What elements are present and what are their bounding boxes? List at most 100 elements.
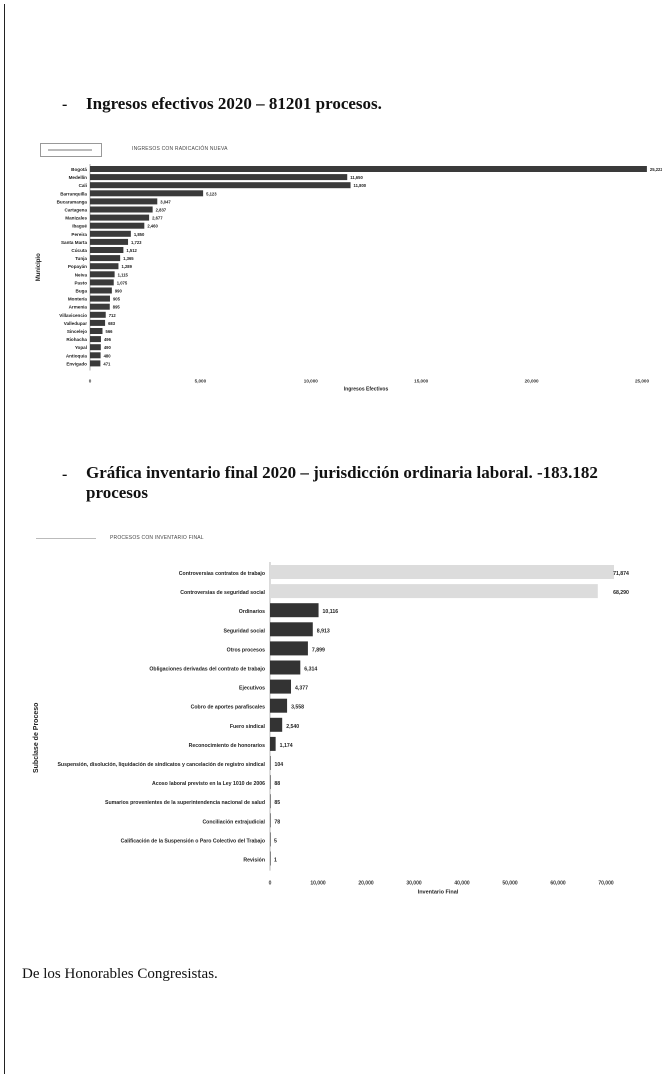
chart1-x-tick-label: 10,000 <box>304 379 318 384</box>
chart2-value-label: 6,314 <box>304 667 317 673</box>
chart2-bar <box>270 717 283 732</box>
chart1-category-label: Popayán <box>68 264 87 269</box>
chart1-value-label: 1,365 <box>123 256 134 261</box>
chart2-value-label: 104 <box>274 762 283 768</box>
chart2-value-label: 85 <box>274 800 280 806</box>
chart1-bar <box>90 271 115 278</box>
chart1-value-label: 1,723 <box>131 240 142 245</box>
chart1-bar <box>90 328 103 334</box>
chart2-bar <box>270 851 271 866</box>
chart1-bar <box>90 360 101 367</box>
heading-inventario-line2: procesos <box>86 483 149 502</box>
chart1-bar <box>90 182 351 189</box>
chart2-x-axis-title: Inventario Final <box>418 890 459 896</box>
chart1-category-label: Cúcuta <box>71 248 87 253</box>
chart1-value-label: 895 <box>113 305 121 310</box>
chart1-bar <box>90 311 106 318</box>
chart1-value-label: 1,512 <box>126 248 137 253</box>
chart1-bar <box>90 336 101 343</box>
chart1-x-tick-label: 15,000 <box>414 379 428 384</box>
chart2-category-label: Conciliación extrajudicial <box>202 819 265 825</box>
chart1-value-label: 480 <box>104 353 112 358</box>
chart1-value-label: 11,800 <box>354 183 367 188</box>
chart1-category-label: Santa Marta <box>61 240 87 245</box>
chart2-x-tick-label: 40,000 <box>454 881 470 887</box>
chart1-value-label: 490 <box>104 345 112 350</box>
chart2-category-label: Ordinarios <box>239 609 265 615</box>
chart1-x-axis-title: Ingresos Efectivos <box>344 387 389 393</box>
chart2-category-label: Controversias contratos de trabajo <box>179 571 265 577</box>
heading2-bullet: - <box>62 466 68 483</box>
chart1-bar <box>90 206 153 213</box>
chart2-value-label: 1,174 <box>280 743 293 749</box>
chart1-category-label: Envigado <box>66 361 87 366</box>
chart2-bar <box>270 756 271 770</box>
chart2-value-label: 1 <box>274 858 277 864</box>
chart1-category-label: Sincelejo <box>67 329 87 334</box>
chart1-category-label: Bucaramanga <box>57 199 88 204</box>
chart1-bar <box>90 344 101 351</box>
heading-ingresos: Ingresos efectivos 2020 – 81201 procesos… <box>86 94 382 113</box>
chart1-bar <box>90 198 158 205</box>
chart1-value-label: 1,115 <box>118 272 129 277</box>
chart1-value-label: 471 <box>103 361 111 366</box>
chart2-bar <box>270 679 292 694</box>
chart2-category-label: Sumarios provenientes de la superintende… <box>105 800 265 806</box>
chart2-category-label: Otros procesos <box>227 647 265 653</box>
heading-bullet: - <box>62 96 68 113</box>
chart1-bar <box>90 279 114 286</box>
chart1-category-label: Armenia <box>69 305 88 310</box>
chart1-legend-label: INGRESOS CON RADICACIÓN NUEVA <box>132 146 228 152</box>
heading-inventario-line1: Gráfica inventario final 2020 – jurisdic… <box>86 463 598 482</box>
chart2-value-label: 68,290 <box>613 590 629 596</box>
chart2-bar <box>270 641 308 656</box>
chart1-legend-box <box>40 143 102 157</box>
chart2-category-label: Cobro de aportes parafiscales <box>191 705 265 711</box>
chart1-value-label: 683 <box>108 321 116 326</box>
chart2-x-tick-label: 70,000 <box>598 881 614 887</box>
chart1-category-label: Buga <box>76 289 88 294</box>
chart2-category-label: Ejecutivos <box>239 686 265 692</box>
chart1-category-label: Bogotá <box>71 167 87 172</box>
chart1-bar <box>90 255 121 262</box>
chart2-value-label: 5 <box>274 838 277 844</box>
chart1-category-label: Villavicencio <box>59 313 87 318</box>
chart2-category-label: Controversias de seguridad social <box>180 590 265 596</box>
chart1-bar <box>90 174 348 181</box>
chart1-bar <box>90 238 129 245</box>
chart1-value-label: 905 <box>113 297 121 302</box>
chart1-bar <box>90 222 145 229</box>
chart2-value-label: 8,913 <box>317 628 330 634</box>
chart2-value-label: 78 <box>274 819 280 825</box>
chart2-category-label: Calificación de la Suspensión o Paro Col… <box>121 838 265 844</box>
chart1-category-label: Medellín <box>69 175 88 180</box>
chart2-category-label: Fuero sindical <box>230 724 266 730</box>
chart1-legend-swatch <box>48 149 92 151</box>
closing-text: De los Honorables Congresistas. <box>22 966 218 982</box>
chart1-category-label: Pereira <box>71 232 87 237</box>
page-frame <box>4 4 659 1074</box>
chart2-category-label: Revisión <box>243 858 265 864</box>
chart1-value-label: 1,850 <box>134 232 145 237</box>
chart1-value-label: 2,460 <box>147 224 158 229</box>
chart1-category-label: Manizales <box>65 216 87 221</box>
chart1-bar <box>90 190 204 197</box>
chart2-category-label: Suspensión, disolución, liquidación de s… <box>57 762 265 768</box>
chart2-bar <box>270 794 271 809</box>
chart1-category-label: Barranquilla <box>60 191 87 196</box>
chart2-bar <box>270 736 276 751</box>
chart1-category-label: Riohacha <box>66 337 87 342</box>
chart1-bar <box>90 247 124 253</box>
chart2-value-label: 7,899 <box>312 647 325 653</box>
chart2-bar <box>270 565 614 579</box>
chart1-value-label: 566 <box>105 329 113 334</box>
chart2-value-label: 4,377 <box>295 686 308 692</box>
chart1-category-label: Antioquia <box>66 353 88 358</box>
chart2-bar <box>270 622 313 637</box>
chart1-bar <box>90 319 106 326</box>
chart1-bar <box>90 287 112 294</box>
chart2-legend-swatch <box>36 538 96 539</box>
chart2-x-tick-label: 20,000 <box>358 881 374 887</box>
chart2-category-label: Acoso laboral previsto en la Ley 1010 de… <box>152 781 265 787</box>
chart2-x-tick-label: 60,000 <box>550 881 566 887</box>
